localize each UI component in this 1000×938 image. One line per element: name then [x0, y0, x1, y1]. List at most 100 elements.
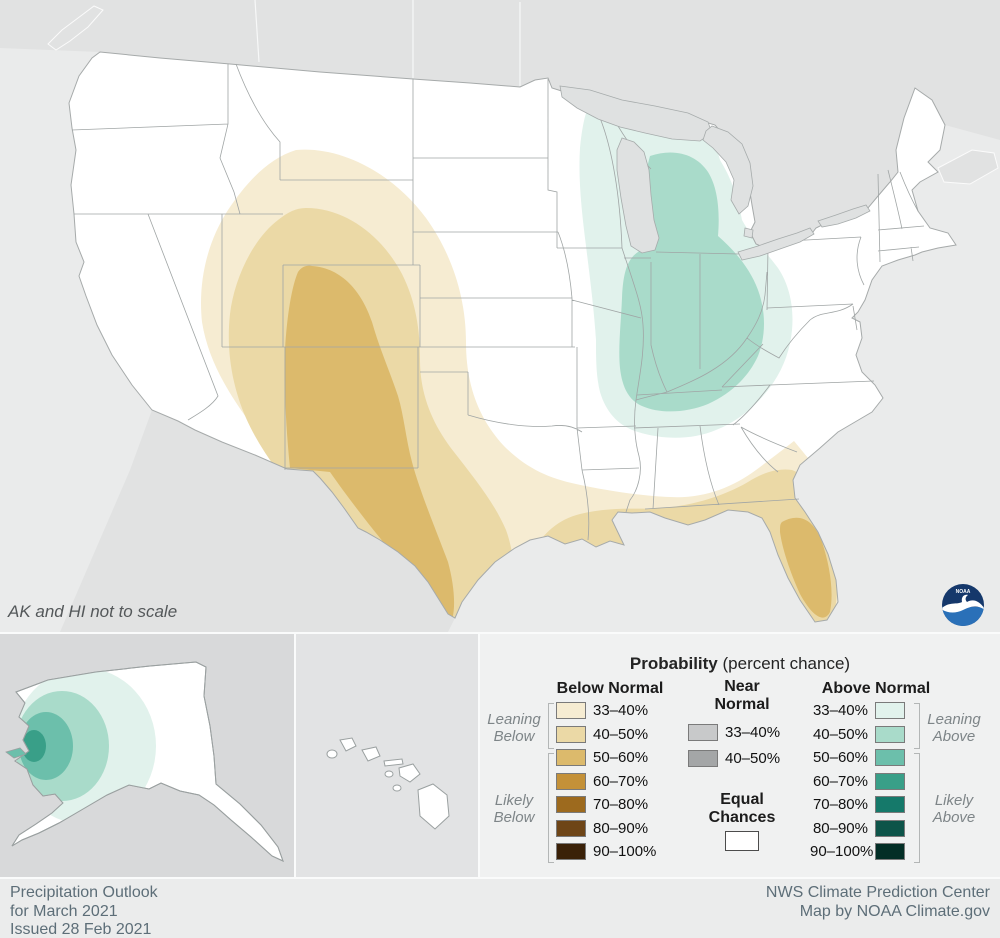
range-label: 90–100%	[810, 843, 874, 861]
swatch-near-33-40	[688, 724, 718, 742]
legend-title-bold: Probability	[629, 654, 718, 673]
footer-issued-line: Issued 28 Feb 2021	[10, 921, 152, 938]
legend-row: 90–100%	[810, 843, 905, 861]
above-normal-header: Above Normal	[821, 680, 931, 697]
swatch-below-80-90	[556, 819, 586, 837]
legend-row: 90–100%	[556, 843, 656, 861]
above-normal-rows: 33–40% 40–50% 50–60% 60–70% 70–80%	[810, 702, 905, 861]
bracket-likely-below	[548, 753, 554, 863]
mexico-landmass	[60, 410, 455, 632]
lake-ontario	[817, 204, 871, 228]
island-maui	[398, 763, 421, 783]
lake-superior	[559, 85, 713, 142]
swatch-equal-chances	[725, 831, 759, 851]
swatch-below-90-100	[556, 843, 586, 861]
bracket-leaning-below	[548, 703, 554, 749]
legend-row: 80–90%	[810, 819, 905, 838]
swatch-above-60-70	[875, 772, 905, 790]
legend-row: 33–40%	[688, 724, 780, 742]
swatch-below-33-40	[556, 702, 586, 720]
legend-row: 40–50%	[556, 725, 656, 744]
swatch-above-90-100	[875, 843, 905, 861]
island-niihau	[326, 749, 338, 759]
range-label: 60–70%	[593, 772, 649, 790]
island-oahu	[361, 746, 381, 762]
range-label: 70–80%	[812, 796, 868, 814]
lake-huron	[702, 125, 754, 215]
st-lawrence-island	[5, 747, 27, 759]
island-hawaii	[417, 783, 450, 830]
leaning-below-label: Leaning Below	[487, 711, 541, 745]
below-normal-rows: 33–40% 40–50% 50–60% 60–70% 70–80%	[556, 702, 656, 861]
legend-row: 33–40%	[556, 702, 656, 720]
swatch-above-80-90	[875, 819, 905, 837]
legend-title: Probability (percent chance)	[480, 654, 1000, 674]
swatch-above-70-80	[875, 796, 905, 814]
legend-row: 60–70%	[810, 772, 905, 791]
range-label: 33–40%	[812, 702, 868, 720]
us-outline	[68, 51, 957, 623]
footer-source-line: NWS Climate Prediction Center	[765, 884, 990, 901]
lake-erie	[737, 227, 815, 261]
noaa-logo-text: NOAA	[956, 589, 971, 595]
likely-above-label: Likely Above	[932, 792, 976, 826]
range-label: 70–80%	[593, 796, 649, 814]
swatch-below-50-60	[556, 749, 586, 767]
alaska-outline	[11, 661, 284, 862]
legend-row: 50–60%	[810, 749, 905, 767]
range-label: 40–50%	[593, 725, 649, 743]
canada-province-borders	[254, 0, 521, 86]
legend-row: 40–50%	[810, 725, 905, 744]
island-kahoolawe	[392, 784, 402, 792]
bracket-likely-above	[914, 753, 920, 863]
range-label: 90–100%	[593, 843, 657, 861]
vancouver-island	[47, 5, 104, 51]
swatch-below-40-50	[556, 725, 586, 743]
range-label: 60–70%	[812, 772, 868, 790]
range-label: 33–40%	[725, 724, 781, 742]
swatch-above-40-50	[875, 725, 905, 743]
range-label: 80–90%	[812, 819, 868, 837]
conus-map-panel: AK and HI not to scale NOAA	[8, 0, 999, 632]
legend-row: 50–60%	[556, 749, 656, 767]
range-label: 40–50%	[812, 725, 868, 743]
footer-period-line: for March 2021	[10, 902, 118, 920]
legend-title-suffix: (percent chance)	[722, 654, 851, 673]
alaska-inset	[0, 634, 296, 877]
below-normal-header: Below Normal	[556, 680, 664, 697]
swatch-above-50-60	[875, 749, 905, 767]
alaska-map	[5, 661, 284, 862]
alaska-probability-regions	[12, 668, 156, 824]
island-lanai	[384, 770, 394, 778]
conus-map	[47, 0, 999, 632]
state-borders	[71, 63, 925, 541]
legend-row: 70–80%	[810, 796, 905, 814]
legend-row: 80–90%	[556, 819, 656, 838]
swatch-near-40-50	[688, 749, 718, 767]
swatch-above-33-40	[875, 702, 905, 720]
footer-credit-line: Map by NOAA Climate.gov	[799, 902, 990, 920]
great-lakes	[559, 85, 871, 261]
leaning-above-label: Leaning Above	[927, 711, 981, 745]
swatch-below-70-80	[556, 796, 586, 814]
insets-row: Probability (percent chance) Below Norma…	[0, 632, 1000, 877]
range-label: 40–50%	[725, 749, 781, 767]
range-label: 50–60%	[593, 749, 649, 767]
footer-left: Precipitation Outlook for March 2021 Iss…	[10, 884, 158, 938]
hawaii-islands	[326, 737, 450, 830]
likely-below-label: Likely Below	[493, 792, 535, 826]
legend: Probability (percent chance) Below Norma…	[480, 634, 1000, 877]
range-label: 33–40%	[593, 702, 649, 720]
footer-title-line: Precipitation Outlook	[10, 884, 158, 901]
noaa-logo-gull-icon	[942, 594, 984, 613]
legend-row: 60–70%	[556, 772, 656, 791]
near-normal-rows: 33–40% 40–50%	[688, 724, 780, 767]
region-above-40-50	[619, 152, 764, 412]
legend-row: 40–50%	[688, 749, 781, 768]
footer-right: NWS Climate Prediction Center Map by NOA…	[766, 884, 990, 921]
equal-chances-label: Equal Chances	[708, 791, 776, 826]
swatch-below-60-70	[556, 772, 586, 790]
footer: Precipitation Outlook for March 2021 Iss…	[0, 877, 1000, 938]
nova-scotia	[937, 149, 999, 185]
